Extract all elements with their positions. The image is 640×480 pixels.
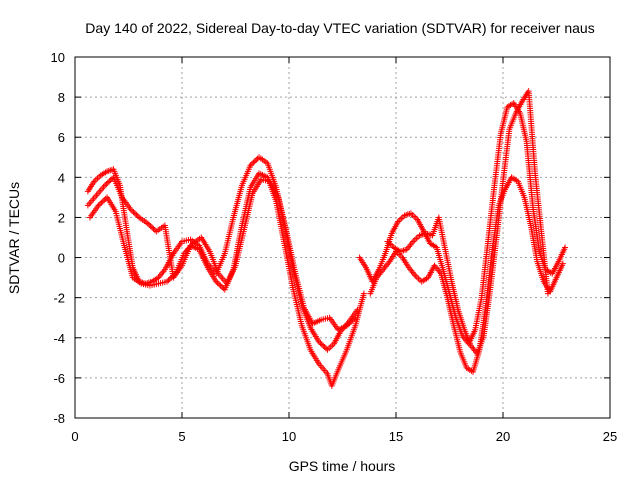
y-axis-label: SDTVAR / TECUs [6,182,22,294]
y-tick-label: -2 [53,291,65,306]
data-point [169,273,176,280]
data-point [248,160,255,167]
data-point [107,177,114,184]
data-point [345,321,352,328]
data-point [164,278,171,285]
x-tick-label: 15 [389,429,403,444]
plot-frame [74,56,611,419]
data-point [146,221,153,228]
data-point [349,317,356,324]
data-point [149,224,156,231]
data-point [544,290,551,297]
data-point [104,179,111,186]
data-point [559,260,566,267]
data-point [352,314,359,321]
data-point [251,158,258,165]
data-point [131,210,138,217]
x-tick-label: 10 [282,429,296,444]
y-tick-label: -8 [53,411,65,426]
series-track-c [86,176,359,333]
data-point [171,271,178,278]
data-point [315,338,322,345]
axis-ticks: 0 5 10 15 20 25 -8 -6 -4 -2 0 2 4 6 8 10 [51,50,618,444]
y-tick-label: 4 [58,170,65,185]
data-point [101,197,108,204]
data-point [317,340,324,347]
data-point [127,206,134,213]
data-point [343,322,350,329]
data-point [99,198,106,205]
data-point [98,199,105,206]
y-tick-label: -6 [53,371,65,386]
data-point [562,244,569,251]
data-point [213,278,220,285]
series-track-f [384,88,551,357]
data-point [129,207,136,214]
data-point [360,290,367,297]
data-point [150,225,157,232]
data-point [346,320,353,327]
x-tick-label: 20 [496,429,510,444]
x-tick-label: 5 [178,429,185,444]
grid [75,57,610,418]
chart-title: Day 140 of 2022, Sidereal Day-to-day VTE… [85,20,594,36]
data-point [96,201,103,208]
data-point [250,159,257,166]
data-point [95,202,102,209]
data-point [144,220,151,227]
data-point [350,316,357,323]
y-tick-label: 6 [58,130,65,145]
data-point [103,181,110,188]
data-point [321,344,328,351]
data-point [147,223,154,230]
data-point [247,162,254,169]
data-point [106,178,113,185]
data-point [218,283,225,290]
y-tick-label: 2 [58,210,65,225]
x-axis-label: GPS time / hours [289,458,396,474]
series-track-b [84,170,367,389]
data-point [101,182,108,189]
data-point [320,342,327,349]
y-tick-label: 10 [51,50,65,65]
data-points [84,88,569,389]
data-point [134,213,141,220]
data-point [130,209,137,216]
data-point [165,277,172,284]
data-point [168,274,175,281]
y-tick-label: 0 [58,251,65,266]
data-point [216,281,223,288]
data-point [214,279,221,286]
data-point [133,211,140,218]
data-point [318,341,325,348]
series-track-e [367,174,566,375]
data-point [166,275,173,282]
x-tick-label: 0 [71,429,78,444]
data-point [253,156,260,163]
y-tick-label: 8 [58,90,65,105]
x-tick-label: 25 [603,429,617,444]
data-point [217,282,224,289]
y-tick-label: -4 [53,331,65,346]
data-point [348,318,355,325]
